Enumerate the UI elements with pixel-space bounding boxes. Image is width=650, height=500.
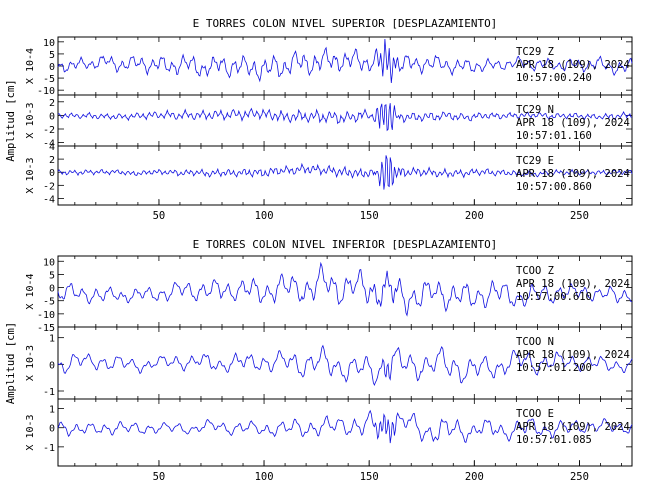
date-label: APR 18 (109), 2024 [516,349,630,361]
time-label: 10:57:00.860 [516,181,592,193]
y-tick-label: 0 [49,360,55,371]
y-tick-label: 0 [49,424,55,435]
y-tick-label: 2 [49,155,55,166]
trace-frame [57,145,633,206]
x-tick-label: 50 [153,210,166,222]
x-tick-label: 200 [465,210,484,222]
station-label: TC29 N [516,104,554,116]
y-tick-label: -2 [43,125,55,136]
x-tick-label: 50 [153,471,166,483]
y-axis-label: Amplitud [cm] [5,322,17,404]
x-tick-label: 250 [570,210,589,222]
scale-label: X 10-4 [25,273,36,309]
x-tick-label: 150 [360,471,379,483]
chart-title: E TORRES COLON NIVEL INFERIOR [DESPLAZAM… [193,238,498,251]
y-tick-label: 5 [49,50,55,61]
scale-label: X 10-3 [25,414,36,450]
time-label: 10:57:01.200 [516,362,592,374]
y-tick-label: 1 [49,334,55,345]
time-label: 10:57:00.610 [516,291,592,303]
waveform-line [57,344,633,387]
chart-title: E TORRES COLON NIVEL SUPERIOR [DESPLAZAM… [193,17,498,30]
waveform-line [57,103,633,132]
date-label: APR 18 (109), 2024 [516,168,630,180]
date-label: APR 18 (109), 2024 [516,117,630,129]
waveform-line [57,38,633,84]
time-label: 10:57:01.085 [516,434,592,446]
scale-label: X 10-3 [25,157,36,193]
y-tick-label: -1 [43,443,55,454]
y-tick-label: 1 [49,405,55,416]
station-label: TC29 E [516,155,554,167]
trace-frame [57,398,633,467]
station-label: TC29 Z [516,46,554,58]
y-tick-label: 0 [49,284,55,295]
y-tick-label: 2 [49,98,55,109]
y-tick-label: 0 [49,168,55,179]
date-label: APR 18 (109), 2024 [516,59,630,71]
scale-label: X 10-3 [25,102,36,138]
scale-label: X 10-3 [25,345,36,381]
y-tick-label: -5 [43,74,55,85]
chart-panel-1: E TORRES COLON NIVEL SUPERIOR [DESPLAZAM… [5,17,633,222]
date-label: APR 18 (109), 2024 [516,278,630,290]
y-tick-label: 0 [49,62,55,73]
x-tick-label: 250 [570,471,589,483]
station-label: TCOO Z [516,265,554,277]
chart-panel-2: E TORRES COLON NIVEL INFERIOR [DESPLAZAM… [5,238,633,483]
y-axis-label: Amplitud [cm] [5,79,17,161]
y-tick-label: 0 [49,111,55,122]
y-tick-label: 10 [43,257,55,268]
x-tick-label: 150 [360,210,379,222]
x-tick-label: 100 [255,210,274,222]
y-tick-label: -4 [43,139,55,150]
station-label: TCOO E [516,408,554,420]
y-tick-label: -5 [43,297,55,308]
y-tick-label: -10 [37,310,55,321]
waveform-line [57,409,633,444]
y-tick-label: -4 [43,194,55,205]
scale-label: X 10-4 [25,48,36,84]
x-tick-label: 200 [465,471,484,483]
y-tick-label: -1 [43,387,55,398]
y-tick-label: -2 [43,181,55,192]
date-label: APR 18 (109), 2024 [516,421,630,433]
y-tick-label: -10 [37,86,55,97]
time-label: 10:57:01.160 [516,130,592,142]
y-tick-label: 5 [49,270,55,281]
y-tick-label: -15 [37,323,55,334]
x-tick-label: 100 [255,471,274,483]
time-label: 10:57:00.240 [516,72,592,84]
waveform-line [57,155,633,190]
y-tick-label: 4 [49,142,55,153]
station-label: TCOO N [516,336,554,348]
y-tick-label: 10 [43,38,55,49]
waveform-line [57,261,633,317]
